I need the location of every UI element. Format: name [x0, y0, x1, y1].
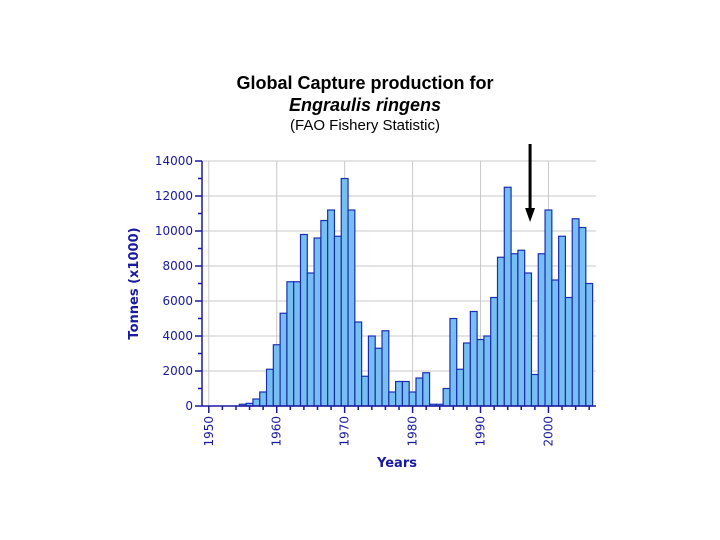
x-tick-label: 1960	[270, 416, 284, 447]
bar	[272, 344, 281, 407]
bar	[279, 312, 288, 407]
bar	[340, 177, 349, 407]
bar	[259, 391, 268, 407]
bar	[415, 377, 424, 407]
x-tick-label: 1970	[338, 416, 352, 447]
bar	[551, 279, 560, 407]
x-tick-label: 1990	[474, 416, 488, 447]
bar	[395, 380, 403, 407]
bar	[462, 342, 471, 407]
bar	[558, 235, 567, 407]
y-tick-label: 10000	[155, 224, 193, 238]
bar	[347, 209, 356, 407]
bar	[361, 375, 370, 407]
bar	[578, 226, 587, 407]
chart-title-species: Engraulis ringens	[288, 95, 442, 115]
x-tick-label: 1950	[202, 416, 216, 447]
bar	[530, 373, 539, 407]
y-axis-title: Tonnes (x1000)	[127, 227, 142, 339]
bar	[313, 237, 322, 407]
annotation-arrow-head	[525, 208, 536, 222]
bar	[564, 296, 573, 407]
bar	[354, 321, 363, 407]
bar	[388, 391, 397, 407]
bar	[456, 368, 465, 407]
bar	[469, 310, 478, 407]
bar	[265, 368, 274, 407]
bar	[537, 253, 546, 407]
bar	[367, 335, 376, 407]
bar	[524, 272, 533, 407]
y-tick-label: 0	[185, 399, 193, 413]
bar	[503, 186, 512, 407]
chart-title-source: (FAO Fishery Statistic)	[289, 117, 441, 134]
bar	[252, 398, 261, 407]
y-tick-label: 12000	[155, 189, 193, 203]
bar	[286, 281, 295, 407]
bar	[374, 347, 383, 407]
bar	[476, 338, 485, 407]
bar	[306, 272, 315, 407]
x-tick-label: 2000	[541, 416, 555, 447]
bar	[571, 218, 580, 407]
bar	[496, 256, 505, 407]
bar	[401, 380, 410, 407]
bar	[544, 209, 553, 407]
y-tick-label: 8000	[162, 259, 193, 273]
x-tick-label: 1980	[406, 416, 420, 447]
bar	[490, 296, 499, 407]
bar	[320, 219, 329, 407]
bar	[449, 317, 458, 407]
y-tick-label: 6000	[162, 294, 193, 308]
bar	[585, 282, 594, 407]
bar	[442, 387, 451, 407]
chart-title: Global Capture production for Engraulis …	[0, 72, 720, 136]
bar	[299, 233, 308, 407]
bar	[422, 372, 431, 407]
bar	[381, 330, 390, 407]
bar	[293, 281, 302, 407]
y-tick-label: 14000	[155, 154, 193, 168]
y-tick-label: 2000	[162, 364, 193, 378]
bar	[510, 253, 519, 407]
chart-title-line1: Global Capture production for	[236, 73, 494, 93]
bar	[327, 209, 336, 407]
bar	[517, 249, 526, 407]
y-tick-label: 4000	[162, 329, 193, 343]
bar	[408, 391, 417, 407]
bar	[333, 235, 342, 407]
x-axis-title: Years	[376, 456, 417, 471]
bar	[483, 335, 492, 407]
